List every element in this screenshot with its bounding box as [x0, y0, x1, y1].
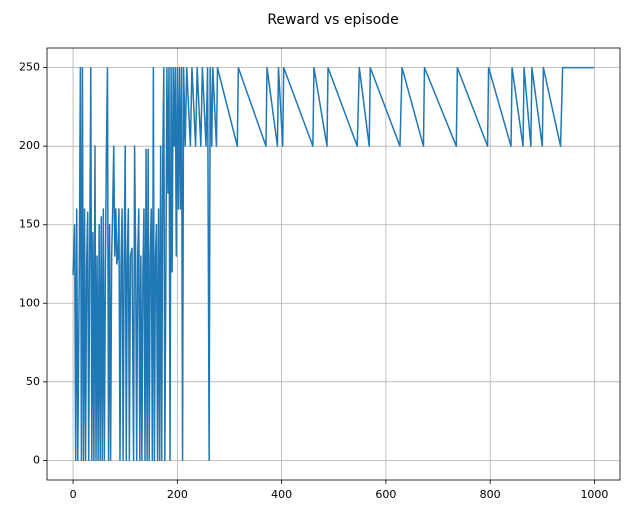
y-tick-label: 250	[19, 61, 40, 74]
x-tick-label: 800	[480, 488, 501, 501]
y-tick-label: 200	[19, 139, 40, 152]
x-tick-label: 400	[271, 488, 292, 501]
plot-frame	[46, 47, 621, 481]
line	[72, 66, 594, 462]
x-tick-label: 1000	[580, 488, 608, 501]
y-tick-label: 50	[26, 375, 40, 388]
y-tick-label: 0	[33, 453, 40, 466]
x-tick-label: 0	[70, 488, 77, 501]
chart-title: Reward vs episode	[267, 12, 398, 28]
y-tick-label: 150	[19, 218, 40, 231]
x-tick-label: 200	[167, 488, 188, 501]
y-tick-label: 100	[19, 296, 40, 309]
x-tick-label: 600	[375, 488, 396, 501]
